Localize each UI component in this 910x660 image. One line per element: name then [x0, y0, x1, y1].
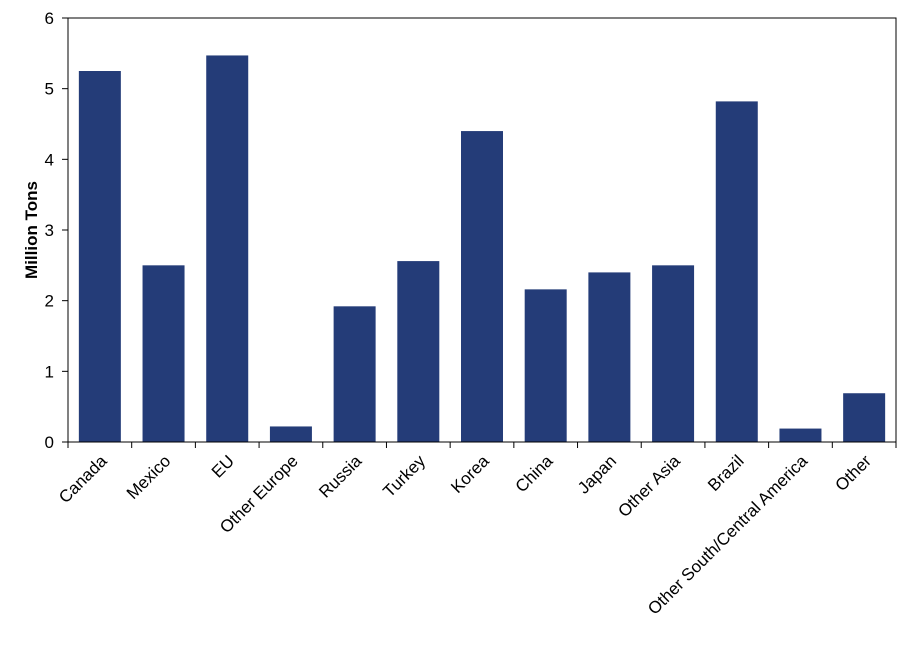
bar-china — [524, 289, 567, 442]
bars-group — [78, 55, 886, 442]
x-tick-label: Other — [831, 451, 875, 495]
bar-canada — [78, 71, 121, 442]
x-tick-label: Other Asia — [614, 451, 684, 521]
bar-korea — [461, 131, 503, 442]
y-tick-label: 3 — [45, 221, 54, 240]
y-axis: 0 1 2 3 4 5 6 — [45, 9, 68, 452]
x-tick-label: Canada — [55, 451, 111, 507]
bar-other-europe — [269, 426, 312, 442]
y-tick-label: 5 — [45, 80, 54, 99]
bar-turkey — [397, 261, 440, 442]
bar-other — [843, 393, 886, 442]
x-tick-label: Korea — [447, 451, 493, 497]
x-tick-label: Japan — [574, 451, 620, 497]
bar-other-south-central-america — [779, 428, 822, 442]
bar-russia — [333, 306, 376, 442]
y-tick-label: 1 — [45, 362, 54, 381]
y-tick-label: 2 — [45, 292, 54, 311]
x-tick-label: Mexico — [123, 451, 175, 503]
y-axis-title: Million Tons — [22, 181, 41, 279]
bar-other-asia — [652, 265, 695, 442]
bar-brazil — [715, 101, 758, 442]
y-tick-label: 0 — [45, 433, 54, 452]
y-tick-label: 6 — [45, 9, 54, 28]
bar-mexico — [142, 265, 185, 442]
x-tick-label: Russia — [315, 451, 366, 502]
x-tick-label: Turkey — [379, 451, 429, 501]
y-tick-label: 4 — [45, 150, 54, 169]
bar-eu — [206, 55, 249, 442]
x-tick-label: EU — [208, 451, 238, 481]
x-tick-label: Brazil — [704, 451, 747, 494]
x-tick-label: China — [512, 451, 557, 496]
bar-japan — [588, 272, 631, 442]
